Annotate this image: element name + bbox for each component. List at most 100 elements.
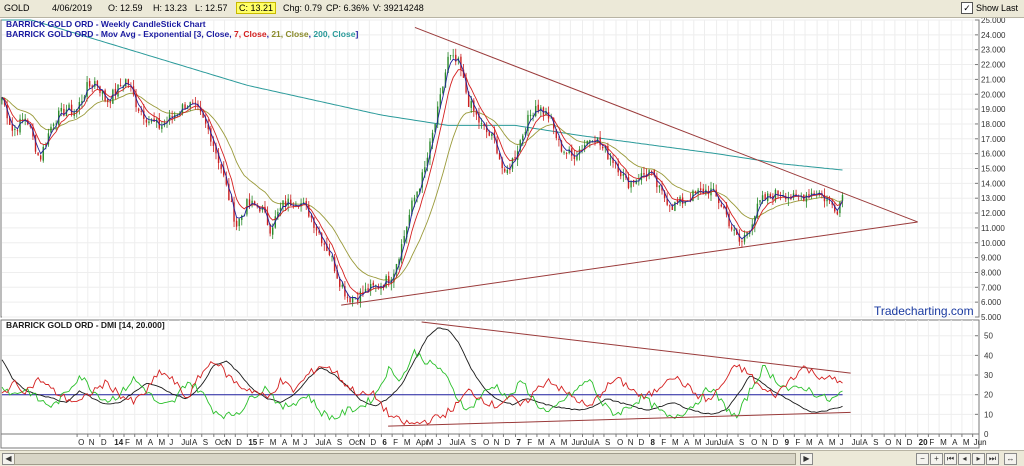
zoom-in-icon[interactable]: + [930, 453, 943, 465]
x-tick-label: M [270, 438, 277, 447]
candle-body [839, 201, 841, 214]
candle-body [42, 146, 44, 161]
candle-body [310, 215, 313, 218]
candle-body [524, 131, 527, 135]
candle-body [831, 201, 833, 205]
close-label: C: 13.21 [236, 2, 277, 14]
price-chart-subtitle: BARRICK GOLD ORD - Mov Avg - Exponential… [6, 29, 358, 39]
fit-icon[interactable]: ↔ [1004, 453, 1017, 465]
candle-body [614, 162, 617, 164]
quote-toolbar: GOLD 4/06/2019 O: 12.59 H: 13.23 L: 12.5… [0, 0, 1024, 18]
candle-body [699, 188, 702, 190]
candle-body [617, 163, 619, 173]
x-tick-label: O [751, 438, 757, 447]
x-tick-label: O [617, 438, 623, 447]
candle-body [248, 199, 251, 206]
dmi-pane-frame [0, 319, 980, 435]
x-tick-label: S [739, 438, 744, 447]
x-tick-label: Jul [449, 438, 459, 447]
chart-canvas[interactable]: 25.000 24.000 23.000 22.000 21.000 20.000 19.0… [0, 18, 1024, 450]
candle-body [483, 124, 485, 126]
candle-body [555, 129, 558, 139]
x-tick-label: J [840, 438, 844, 447]
candle-body [661, 185, 663, 191]
candle-body [576, 155, 578, 160]
candle-body [467, 91, 470, 107]
scrollbar-thumb[interactable] [14, 453, 796, 465]
candle-body [81, 100, 83, 104]
show-last-checkbox[interactable]: ✓ [960, 2, 973, 14]
x-tick-label: Oct [215, 438, 228, 447]
horizontal-scrollbar[interactable]: ◀ ▶ − + ⏮ ◂ ▸ ⏭ ↔ [0, 450, 1024, 466]
candle-body [11, 123, 14, 131]
symbol-label: GOLD [4, 3, 30, 13]
candle-body [805, 194, 808, 202]
candle-body [643, 173, 645, 175]
price-y-tick-label: 14.000 [981, 179, 1006, 188]
dmi-y-tick-label: 20 [984, 391, 993, 400]
candle-body [828, 199, 831, 201]
candle-body [349, 297, 351, 302]
price-y-tick-label: 18.000 [981, 120, 1006, 129]
candle-body [199, 106, 202, 112]
ema-3-line [1, 58, 843, 301]
candle-body [282, 200, 284, 208]
candle-body [114, 88, 117, 95]
x-tick-label: N [628, 438, 634, 447]
subtitle-part-0: BARRICK GOLD ORD - Mov Avg - Exponential… [6, 29, 197, 39]
first-page-icon[interactable]: ⏮ [944, 453, 957, 465]
candle-body [581, 149, 583, 151]
candle-body [403, 236, 405, 243]
candle-body [328, 249, 331, 256]
candle-body [509, 168, 511, 171]
dmi-pane[interactable]: 50 40 30 20 10 0 BARRICK GOLD ORD - DMI [14, … [0, 319, 993, 439]
candle-body [506, 169, 509, 174]
open-label: O: 12.59 [108, 3, 143, 13]
next-page-icon[interactable]: ▸ [972, 453, 985, 465]
prev-page-icon[interactable]: ◂ [958, 453, 971, 465]
x-tick-label: A [594, 438, 600, 447]
x-tick-label: M [538, 438, 545, 447]
candle-body [269, 224, 271, 234]
candle-body [372, 282, 374, 286]
price-pane[interactable]: 25.000 24.000 23.000 22.000 21.000 20.000 19.0… [0, 18, 1006, 322]
candle-body [769, 194, 772, 198]
candle-body [367, 288, 369, 293]
candle-body [207, 124, 209, 130]
x-tick-label: M [940, 438, 947, 447]
candle-body [532, 115, 534, 117]
candle-body [751, 224, 753, 230]
candle-body [359, 291, 362, 303]
x-tick-label: M [672, 438, 679, 447]
show-last-toggle[interactable]: ✓ Show Last [960, 2, 1018, 14]
candle-body [253, 201, 256, 205]
upper-trendline [414, 26, 918, 223]
price-grid [2, 19, 978, 318]
x-tick-label: F [527, 438, 532, 447]
x-tick-label: N [762, 438, 768, 447]
scroll-right-arrow-icon[interactable]: ▶ [800, 453, 813, 465]
dmi-y-tick-label: 40 [984, 351, 993, 360]
candle-body [650, 170, 653, 172]
x-tick-label: O [885, 438, 891, 447]
last-page-icon[interactable]: ⏭ [986, 453, 999, 465]
candle-body [550, 117, 552, 119]
candle-body [648, 170, 650, 175]
x-tick-label: 6 [382, 438, 387, 447]
x-tick-label: A [684, 438, 690, 447]
change-label: Chg: 0.79 [283, 3, 323, 13]
subtitle-part-8: ] [355, 29, 358, 39]
x-tick-label: Jun [974, 438, 987, 447]
subtitle-part-2: , [229, 29, 234, 39]
candle-body [413, 197, 416, 202]
price-y-tick-label: 19.000 [981, 105, 1006, 114]
candle-body [522, 135, 524, 141]
candle-body [416, 191, 418, 198]
candle-body [83, 96, 86, 100]
price-y-tick-label: 5.000 [981, 313, 1002, 322]
x-tick-label: 7 [516, 438, 521, 447]
zoom-out-icon[interactable]: − [916, 453, 929, 465]
candle-body [351, 297, 354, 303]
candle-body [480, 123, 483, 124]
x-tick-label: F [393, 438, 398, 447]
